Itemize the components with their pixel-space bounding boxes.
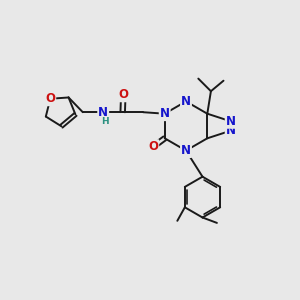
Text: N: N — [226, 124, 236, 137]
Text: N: N — [181, 95, 191, 108]
Text: H: H — [101, 117, 109, 126]
Text: N: N — [98, 106, 108, 119]
Text: O: O — [45, 92, 55, 105]
Text: N: N — [226, 115, 236, 128]
Text: N: N — [160, 107, 170, 120]
Text: N: N — [181, 144, 191, 157]
Text: O: O — [118, 88, 128, 101]
Text: O: O — [148, 140, 158, 153]
